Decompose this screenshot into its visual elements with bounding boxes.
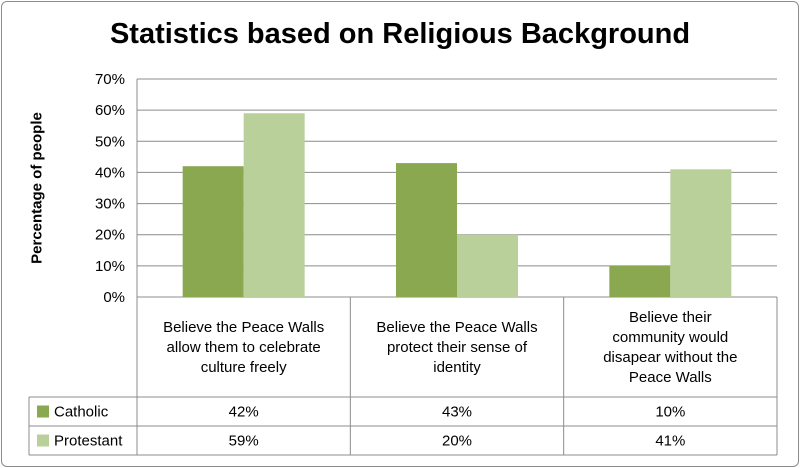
bar-catholic-1: [182, 166, 244, 297]
bar-catholic-2: [396, 163, 457, 297]
y-tick-label: 30%: [95, 196, 125, 213]
y-tick-label: 60%: [95, 102, 125, 119]
bar-protestant-2: [457, 234, 518, 297]
y-tick-labels: 0% 10% 20% 30% 40% 50% 60% 70%: [95, 71, 125, 306]
legend-label-catholic: Catholic: [54, 404, 109, 421]
category-label: community would: [612, 329, 728, 346]
data-label-protestant-2: 20%: [442, 433, 472, 450]
category-label: disapear without the: [603, 349, 737, 366]
legend-label-protestant: Protestant: [54, 433, 123, 450]
bars: [182, 113, 732, 297]
category-label: Believe their: [629, 309, 712, 326]
y-tick-label: 20%: [95, 227, 125, 244]
category-label: Believe the Peace Walls: [163, 319, 324, 336]
y-tick-label: 10%: [95, 258, 125, 275]
data-table: Believe the Peace Walls allow them to cel…: [28, 297, 778, 456]
data-label-protestant-1: 59%: [229, 433, 259, 450]
bar-protestant-1: [243, 113, 305, 297]
legend-key-catholic: [37, 405, 49, 418]
category-label: Peace Walls: [629, 369, 712, 386]
y-tick-label: 50%: [95, 133, 125, 150]
y-tick-label: 70%: [95, 71, 125, 88]
category-label: culture freely: [201, 359, 287, 376]
category-label: Believe the Peace Walls: [376, 319, 537, 336]
data-label-protestant-3: 41%: [655, 433, 685, 450]
data-label-catholic-2: 43%: [442, 404, 472, 421]
y-tick-label: 0%: [103, 289, 125, 306]
category-label: allow them to celebrate: [167, 339, 321, 356]
bar-protestant-3: [670, 169, 732, 297]
chart-title: Statistics based on Religious Background: [109, 18, 691, 50]
bar-catholic-3: [609, 265, 671, 297]
category-label: protect their sense of: [387, 339, 528, 356]
data-label-catholic-1: 42%: [229, 404, 259, 421]
y-tick-label: 40%: [95, 164, 125, 181]
legend-key-protestant: [37, 434, 49, 447]
data-label-catholic-3: 10%: [655, 404, 685, 421]
category-label: identity: [433, 359, 481, 376]
